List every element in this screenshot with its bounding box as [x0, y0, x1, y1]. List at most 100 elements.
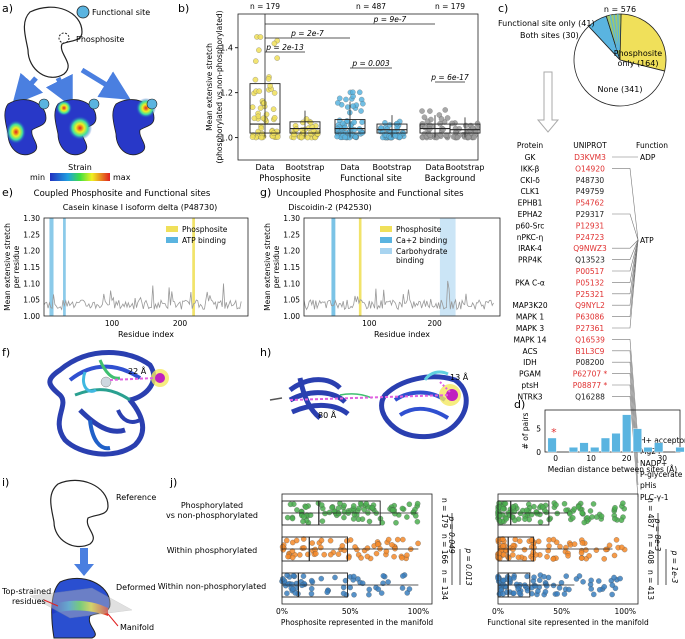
panel-b: b) 1.0 1.2 1.4 Mean extensive stretch (phosp… — [178, 2, 485, 184]
x-tick-label: 100% — [615, 607, 636, 616]
protein-table: Protein UNIPROT Function GK D3KVM3 IKK-β O1492… — [512, 141, 685, 502]
protein-name: IKK-β — [521, 164, 540, 173]
data-point — [364, 545, 371, 551]
colorbar-title: Strain — [68, 163, 92, 172]
data-point — [332, 574, 338, 581]
strain-map-1 — [4, 98, 50, 156]
data-point — [300, 573, 307, 579]
y-tick-label: 1.4 — [220, 44, 233, 53]
data-point — [351, 126, 358, 133]
data-point — [571, 541, 578, 547]
data-point — [275, 134, 281, 140]
data-point — [284, 514, 291, 521]
data-point — [598, 513, 605, 519]
y-axis-label-2: per residue — [12, 245, 21, 288]
connector-line — [612, 239, 639, 306]
data-point — [406, 586, 413, 592]
label-phospho-only-2: only (164) — [618, 59, 659, 68]
data-point — [609, 582, 616, 588]
data-point — [535, 588, 541, 594]
total-count: n = 576 — [604, 5, 636, 14]
data-point — [369, 504, 376, 511]
data-point — [274, 55, 280, 61]
data-point — [257, 34, 264, 40]
colorbar-max: max — [113, 173, 131, 182]
data-point — [500, 591, 506, 597]
data-point — [271, 115, 278, 121]
data-point — [587, 508, 594, 514]
data-point — [335, 100, 341, 106]
protein-name: MAPK 3 — [516, 324, 544, 333]
y-tick-label: 1.00 — [23, 312, 40, 321]
legend-swatch — [380, 226, 392, 232]
data-point — [612, 516, 618, 522]
data-point — [307, 512, 314, 518]
data-point — [579, 540, 586, 546]
legend-label: Phosphosite — [396, 225, 442, 234]
data-point — [258, 125, 265, 131]
data-point — [359, 580, 366, 587]
data-point — [557, 543, 563, 550]
data-point — [521, 546, 528, 553]
data-point — [326, 509, 333, 516]
panel-e-subtitle: Casein kinase I isoform delta (P48730) — [63, 203, 218, 212]
data-point — [421, 114, 428, 121]
x-tick-label: 50% — [342, 607, 359, 616]
data-point — [618, 517, 625, 523]
down-arrow — [536, 71, 560, 133]
histogram-bar — [547, 437, 557, 453]
data-point — [343, 96, 349, 103]
data-point — [373, 550, 380, 557]
data-point — [427, 132, 433, 138]
data-point — [620, 500, 626, 506]
data-point — [378, 590, 385, 596]
count-label: n = 179 — [250, 2, 280, 11]
data-point — [593, 514, 600, 520]
panel-g: g) Uncoupled Phosphosite and Functional … — [260, 186, 501, 339]
data-point — [336, 95, 343, 102]
data-point — [553, 502, 559, 508]
data-point — [385, 579, 391, 585]
x-tick-label: 30 — [657, 454, 667, 463]
distance-h-2: 13 Å — [450, 371, 469, 382]
data-point — [270, 106, 277, 112]
uniprot-id: P12931 — [576, 221, 605, 230]
data-point — [550, 556, 556, 562]
data-point — [380, 580, 386, 587]
data-point — [510, 552, 516, 558]
panel-f-letter: f) — [2, 346, 10, 359]
data-point — [363, 500, 370, 507]
y-tick-label: 1.20 — [23, 247, 40, 256]
function-label: PLC-γ-1 — [640, 493, 669, 502]
p-value: p = 2e-13 — [265, 43, 304, 52]
data-point — [390, 507, 396, 514]
data-point — [384, 126, 391, 132]
data-point — [613, 537, 620, 543]
data-point — [309, 540, 315, 546]
phosphosite-band — [192, 218, 195, 316]
p-value: p = 9e-7 — [373, 15, 407, 24]
data-point — [308, 577, 315, 584]
data-point — [298, 134, 305, 141]
data-point — [251, 115, 258, 122]
x-axis-label: Median distance between sites (Å) — [548, 465, 678, 474]
connector-line — [612, 239, 639, 329]
function-label: ADP — [640, 153, 656, 162]
data-point — [575, 504, 582, 510]
data-point — [258, 134, 265, 141]
data-point — [358, 108, 364, 114]
data-point — [279, 544, 286, 550]
data-point — [515, 554, 522, 561]
n-label: n = 166 — [440, 534, 449, 564]
functional-site-marker — [76, 5, 90, 19]
data-point — [603, 546, 609, 553]
connector-line — [612, 239, 639, 317]
panel-g-subtitle: Discoidin-2 (P42530) — [288, 203, 371, 212]
data-point — [364, 553, 371, 560]
function-label: NADP+ — [640, 459, 667, 468]
data-point — [500, 536, 506, 542]
data-point — [356, 89, 363, 96]
uniprot-id: O14920 — [575, 164, 605, 173]
data-point — [503, 516, 510, 522]
table-header: Protein — [517, 141, 544, 150]
